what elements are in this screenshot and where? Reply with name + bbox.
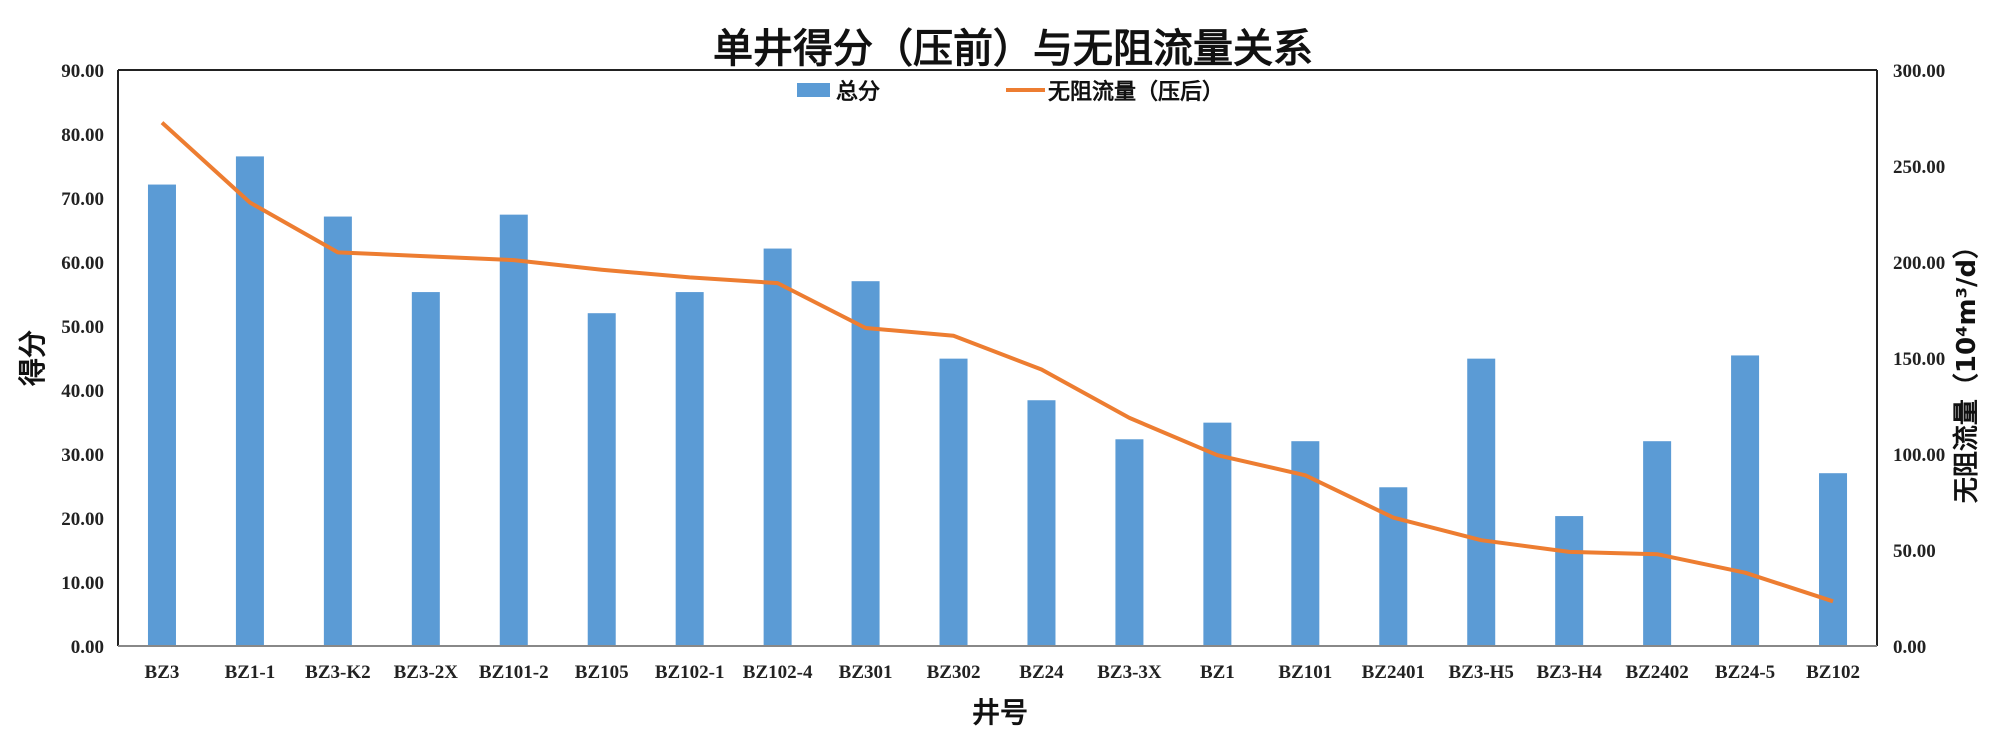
y2-tick-label: 200.00: [1893, 253, 1945, 274]
bar-BZ3-H4: [1555, 516, 1584, 646]
y-tick-label: 50.00: [61, 317, 104, 338]
x-tick-label: BZ24: [1019, 662, 1064, 683]
y2-tick-label: 100.00: [1893, 445, 1945, 466]
bar-BZ1-1: [235, 156, 264, 646]
x-tick-label: BZ3: [145, 662, 180, 683]
bar-BZ101-2: [499, 214, 528, 646]
x-tick-label: BZ101-2: [479, 662, 549, 683]
y-tick-label: 60.00: [61, 253, 104, 274]
bar-BZ2402: [1643, 441, 1672, 646]
legend-swatch-bar: [797, 83, 830, 97]
bar-BZ302: [939, 358, 968, 646]
bar-BZ105: [587, 313, 616, 646]
y2-tick-label: 300.00: [1893, 61, 1945, 82]
bar-BZ3-3X: [1115, 439, 1144, 646]
y2-tick-label: 50.00: [1893, 541, 1936, 562]
bar-BZ3-H5: [1467, 358, 1496, 646]
x-tick-label: BZ2402: [1625, 662, 1688, 683]
y-tick-label: 20.00: [61, 509, 104, 530]
x-tick-label: BZ301: [839, 662, 893, 683]
x-tick-label: BZ102-4: [743, 662, 813, 683]
x-tick-label: BZ102: [1806, 662, 1860, 683]
x-tick-label: BZ3-2X: [394, 662, 459, 683]
x-tick-label: BZ3-H5: [1448, 662, 1513, 683]
y2-tick-label: 250.00: [1893, 157, 1945, 178]
bar-BZ24-5: [1731, 355, 1760, 646]
x-tick-label: BZ3-H4: [1536, 662, 1602, 683]
x-tick-label: BZ105: [575, 662, 629, 683]
bar-BZ3-K2: [323, 216, 352, 646]
x-tick-label: BZ101: [1278, 662, 1332, 683]
x-tick-label: BZ2401: [1362, 662, 1425, 683]
x-tick-label: BZ102-1: [655, 662, 725, 683]
x-tick-label: BZ3-K2: [305, 662, 370, 683]
bar-BZ24: [1027, 400, 1056, 646]
chart-title: 单井得分（压前）与无阻流量关系: [713, 26, 1313, 72]
x-tick-label: BZ3-3X: [1097, 662, 1162, 683]
legend-label-line: 无阻流量（压后）: [1048, 79, 1224, 105]
y-tick-label: 30.00: [61, 445, 104, 466]
x-tick-label: BZ1: [1200, 662, 1235, 683]
y-tick-label: 90.00: [61, 61, 104, 82]
y-axis-title: 得分: [16, 330, 49, 387]
y2-tick-label: 0.00: [1893, 637, 1926, 658]
plot-area: 0.00 10.00 20.00 30.00 40.00 50.00 60.00 70.00 8…: [61, 61, 1945, 683]
line-series-flow: [160, 121, 1834, 604]
x-tick-label: BZ1-1: [225, 662, 276, 683]
bar-BZ1: [1203, 422, 1232, 646]
y-tick-label: 10.00: [61, 573, 104, 594]
y-tick-label: 40.00: [61, 381, 104, 402]
y-tick-label: 70.00: [61, 189, 104, 210]
y2-axis-title: 无阻流量（10⁴m³/d）: [1952, 233, 1982, 503]
x-tick-label: BZ302: [927, 662, 981, 683]
y-tick-label: 0.00: [71, 637, 104, 658]
bar-BZ301: [851, 281, 880, 646]
x-axis-title: 井号: [972, 696, 1028, 729]
legend-label-bar: 总分: [836, 79, 880, 105]
bar-BZ102-4: [763, 248, 792, 646]
y2-tick-label: 150.00: [1893, 349, 1945, 370]
bar-BZ102: [1819, 473, 1848, 646]
bar-BZ3: [147, 184, 176, 646]
bar-BZ102-1: [675, 292, 704, 646]
y-tick-label: 80.00: [61, 125, 104, 146]
legend: 总分 无阻流量（压后）: [797, 79, 1224, 105]
x-tick-label: BZ24-5: [1715, 662, 1775, 683]
bar-BZ3-2X: [411, 292, 440, 646]
